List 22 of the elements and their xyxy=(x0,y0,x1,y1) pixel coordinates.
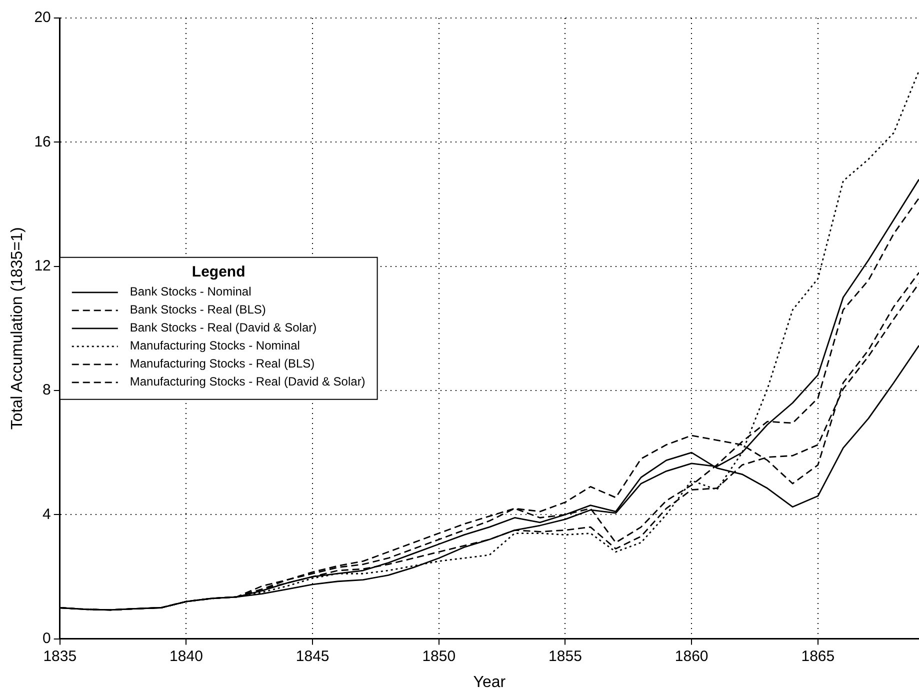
legend-label: Bank Stocks - Real (David & Solar) xyxy=(130,320,317,335)
legend-title: Legend xyxy=(192,264,246,281)
y-tick-label: 0 xyxy=(42,630,51,647)
x-tick-label: 1855 xyxy=(548,648,582,665)
x-tick-label: 1860 xyxy=(674,648,708,665)
legend-label: Manufacturing Stocks - Nominal xyxy=(130,338,300,353)
x-tick-label: 1835 xyxy=(43,648,77,665)
legend-label: Manufacturing Stocks - Real (BLS) xyxy=(130,356,315,371)
x-axis-title: Year xyxy=(473,674,506,691)
legend-label: Manufacturing Stocks - Real (David & Solar) xyxy=(130,374,366,389)
legend-label: Bank Stocks - Nominal xyxy=(130,284,252,299)
x-tick-label: 1840 xyxy=(170,648,203,665)
x-tick-label: 1850 xyxy=(422,648,456,665)
y-tick-label: 12 xyxy=(34,257,51,274)
y-tick-label: 4 xyxy=(42,506,51,523)
x-tick-label: 1865 xyxy=(801,648,835,665)
legend-label: Bank Stocks - Real (BLS) xyxy=(130,302,266,317)
x-tick-label: 1845 xyxy=(296,648,330,665)
y-tick-label: 20 xyxy=(34,9,51,26)
y-axis-title: Total Accumulation (1835=1) xyxy=(9,227,26,430)
y-tick-label: 16 xyxy=(34,133,51,150)
y-tick-label: 8 xyxy=(42,382,51,399)
